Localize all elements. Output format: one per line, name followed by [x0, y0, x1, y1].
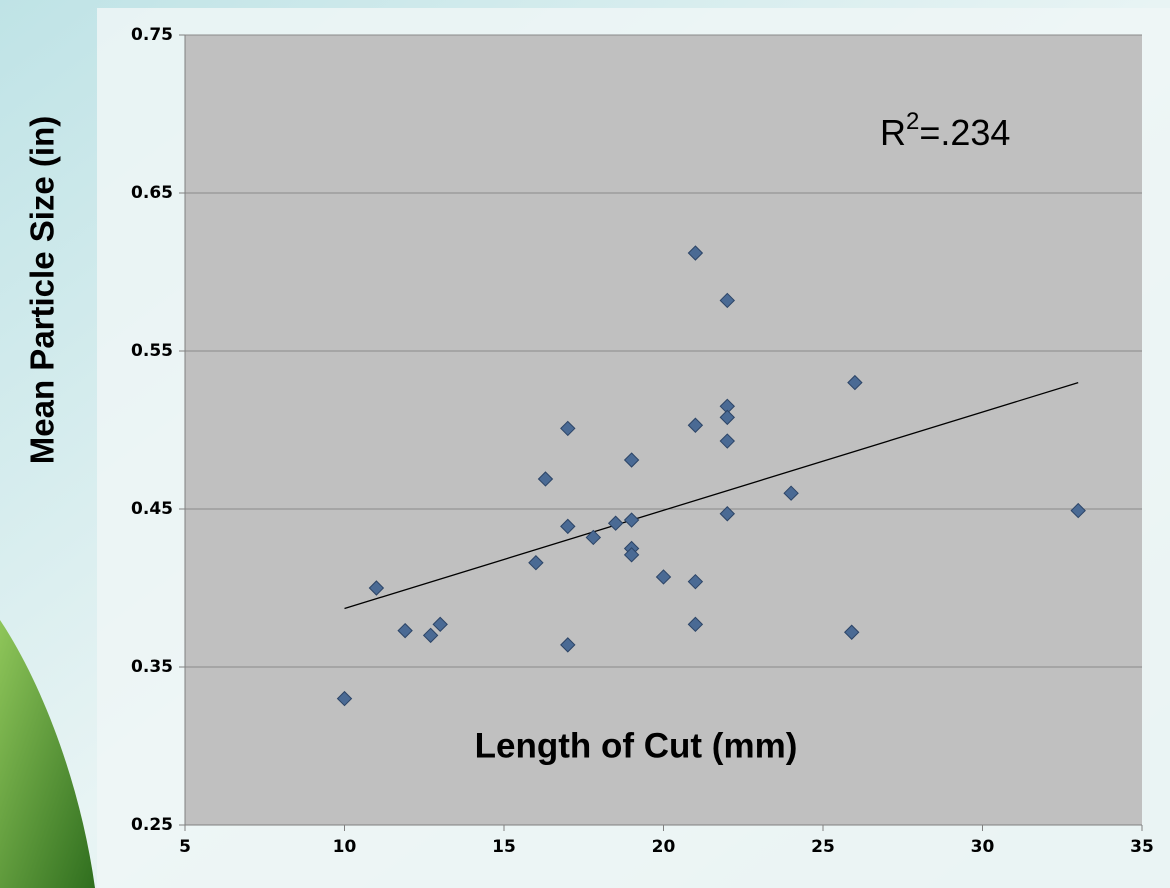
point — [623, 452, 640, 468]
point — [422, 627, 439, 644]
point — [623, 547, 640, 563]
point — [687, 616, 704, 633]
x-tick-label: 20 — [652, 837, 676, 857]
point — [1070, 502, 1086, 519]
point — [397, 622, 413, 639]
x-tick-label: 10 — [333, 837, 357, 857]
plot-area — [185, 35, 1142, 825]
y-tick-label: 0.75 — [131, 25, 173, 45]
point — [687, 573, 704, 590]
annotation-sup: 2 — [906, 108, 919, 135]
annotation-base: R — [880, 112, 906, 153]
point — [687, 245, 704, 261]
x-axis-title: Length of Cut (mm) — [475, 726, 798, 765]
point — [783, 485, 799, 501]
point — [560, 637, 576, 653]
y-tick-label: 0.65 — [131, 183, 173, 203]
x-tick-label: 30 — [971, 837, 995, 857]
point — [655, 569, 672, 585]
trendline — [344, 381, 1079, 610]
y-axis-title: Mean Particle Size (in) — [24, 116, 61, 464]
y-tick-label: 0.55 — [131, 341, 173, 361]
leaf-decoration — [0, 620, 95, 888]
point — [585, 529, 602, 546]
point — [847, 374, 863, 391]
point — [687, 417, 704, 433]
point — [560, 420, 576, 437]
point — [432, 616, 448, 633]
point — [719, 433, 736, 449]
point — [844, 624, 860, 640]
x-tick-label: 5 — [179, 837, 191, 857]
point — [560, 518, 576, 535]
point — [537, 471, 554, 487]
x-tick-label: 35 — [1130, 837, 1154, 857]
point — [368, 580, 385, 596]
point — [623, 512, 640, 528]
point — [719, 409, 736, 426]
point — [528, 555, 544, 571]
x-tick-label: 25 — [811, 837, 835, 857]
x-tick-label: 15 — [492, 837, 516, 857]
point — [719, 292, 736, 309]
annotation: R2=.234 — [880, 108, 1010, 152]
point — [336, 690, 353, 707]
y-tick-label: 0.45 — [131, 499, 173, 519]
point — [607, 515, 624, 531]
y-tick-label: 0.35 — [131, 657, 173, 677]
point — [719, 506, 736, 522]
y-tick-label: 0.25 — [131, 815, 173, 835]
annotation-rest: =.234 — [919, 112, 1010, 153]
